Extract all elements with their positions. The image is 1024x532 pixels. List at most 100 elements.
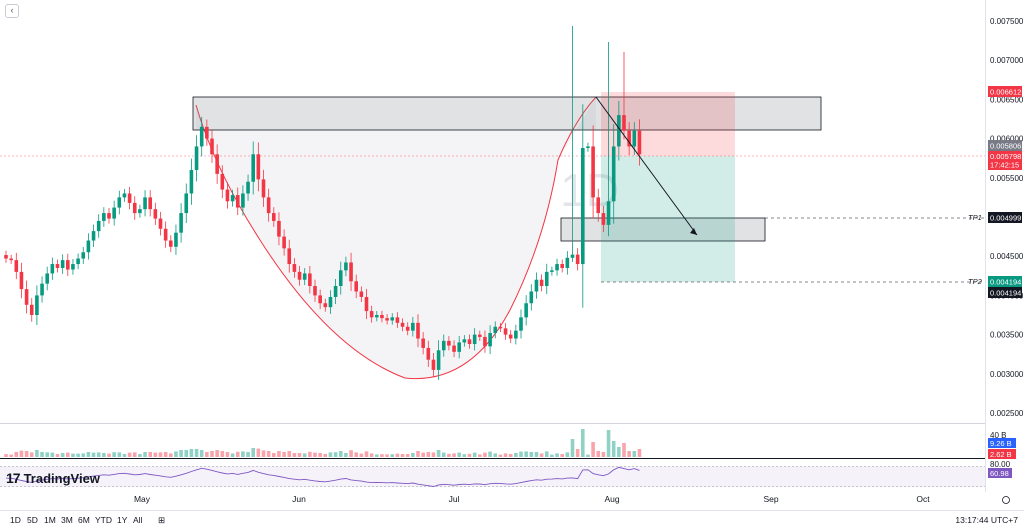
volume-bar xyxy=(86,452,91,457)
volume-bar xyxy=(292,453,297,457)
candle-body xyxy=(596,197,601,214)
candle-body xyxy=(375,315,379,318)
resistance-zone[interactable] xyxy=(192,96,822,131)
volume-bar xyxy=(483,452,487,457)
volume-bar xyxy=(611,441,616,457)
candle-body xyxy=(302,273,307,280)
date-tick-label: Jul xyxy=(449,494,460,504)
price-tick-label: 0.007500 xyxy=(990,17,1024,26)
volume-bar xyxy=(210,451,214,457)
candle-body xyxy=(411,322,415,331)
range-all[interactable]: All xyxy=(133,515,143,525)
candle-body xyxy=(359,291,364,297)
volume-bar xyxy=(313,452,317,457)
volume-bar xyxy=(472,452,477,457)
candle-body xyxy=(235,195,240,208)
rsi-band xyxy=(0,466,985,487)
stop-price-text: 0.006612 xyxy=(990,88,1021,97)
volume-bar xyxy=(138,454,142,457)
volume-bar xyxy=(60,453,65,457)
candle-body xyxy=(637,130,642,155)
clock: 13:17:44 UTC+7 xyxy=(955,515,1018,525)
candle-body xyxy=(457,342,461,352)
candle-body xyxy=(246,181,250,194)
price-tick-label: 0.006500 xyxy=(990,95,1024,104)
tradingview-mark-icon: 17 xyxy=(6,470,21,486)
volume-bar xyxy=(282,452,286,457)
candle-body xyxy=(297,271,302,280)
volume-bar xyxy=(359,453,364,457)
candle-body xyxy=(503,328,508,335)
candle-body xyxy=(488,333,492,347)
volume-bar xyxy=(333,452,338,457)
candle-body xyxy=(565,257,570,268)
candle-body xyxy=(534,279,539,292)
range-3m[interactable]: 3M xyxy=(61,515,73,525)
volume-bar xyxy=(591,442,595,457)
support-zone[interactable] xyxy=(560,217,766,242)
volume-bar xyxy=(297,453,302,457)
volume-bar xyxy=(467,453,472,457)
candle-body xyxy=(9,258,13,261)
date-range-icon[interactable]: ⊞ xyxy=(158,515,166,525)
volume-bar xyxy=(441,452,446,457)
range-5d[interactable]: 5D xyxy=(27,515,38,525)
projection-arrow xyxy=(595,96,698,236)
candle-body xyxy=(421,338,425,348)
volume-bar xyxy=(4,454,8,457)
candle-body xyxy=(483,336,487,347)
candle-body xyxy=(127,193,132,203)
candle-body xyxy=(179,213,183,233)
collapse-icon[interactable]: ‹ xyxy=(5,4,19,18)
price-tick-label: 0.004500 xyxy=(990,252,1024,261)
volume-bar xyxy=(421,452,425,457)
volume-bar xyxy=(596,451,601,457)
tp1-price-text: 0.004999 xyxy=(990,214,1021,223)
settings-gear-icon[interactable] xyxy=(1002,496,1010,504)
volume-bar xyxy=(112,452,116,457)
candle-body xyxy=(107,213,111,219)
range-ytd[interactable]: YTD xyxy=(95,515,112,525)
range-6m[interactable]: 6M xyxy=(78,515,90,525)
volume-bar xyxy=(416,451,420,457)
volume-bar xyxy=(462,454,467,457)
volume-bar xyxy=(565,452,570,457)
volume-bar xyxy=(71,453,75,457)
volume-bar xyxy=(570,439,575,457)
candle-body xyxy=(210,138,214,155)
candle-body xyxy=(400,322,405,327)
candle-body xyxy=(441,340,446,351)
volume-bar xyxy=(35,450,39,457)
volume-bar xyxy=(235,451,240,457)
candle-body xyxy=(472,334,477,345)
tp1-label: TP1 xyxy=(968,213,982,222)
candle-body xyxy=(45,273,49,284)
chart-canvas[interactable]: CKBUSDT, 1D TP1 TP2 0.0075000.0070000.00… xyxy=(0,0,1024,510)
candle-body xyxy=(395,317,400,323)
candle-body xyxy=(416,322,420,339)
volume-bar xyxy=(560,454,564,457)
volume-bar xyxy=(426,452,431,457)
date-axis[interactable]: May Jun Jul Aug Sep Oct xyxy=(134,494,930,504)
countdown-text: 17:42:15 xyxy=(990,161,1019,170)
range-1y[interactable]: 1Y xyxy=(117,515,128,525)
date-tick-label: Sep xyxy=(763,494,778,504)
tp2-label: TP2 xyxy=(968,277,983,286)
take-profit-area[interactable] xyxy=(601,156,735,282)
candle-body xyxy=(462,339,467,343)
volume-bar xyxy=(158,452,163,457)
range-1d[interactable]: 1D xyxy=(10,515,21,525)
candle-body xyxy=(163,228,168,241)
volume-tag-2-text: 2.62 B xyxy=(990,450,1012,459)
volume-bar xyxy=(457,452,461,457)
candle-body xyxy=(35,295,39,315)
range-1m[interactable]: 1M xyxy=(44,515,56,525)
stop-loss-area[interactable] xyxy=(601,92,735,156)
volume-bar xyxy=(40,452,44,457)
volume-bar xyxy=(251,448,255,457)
volume-bar xyxy=(503,453,508,457)
candle-body xyxy=(591,146,595,198)
volume-bar xyxy=(215,450,219,457)
candle-body xyxy=(272,213,276,221)
volume-bar xyxy=(519,451,523,457)
